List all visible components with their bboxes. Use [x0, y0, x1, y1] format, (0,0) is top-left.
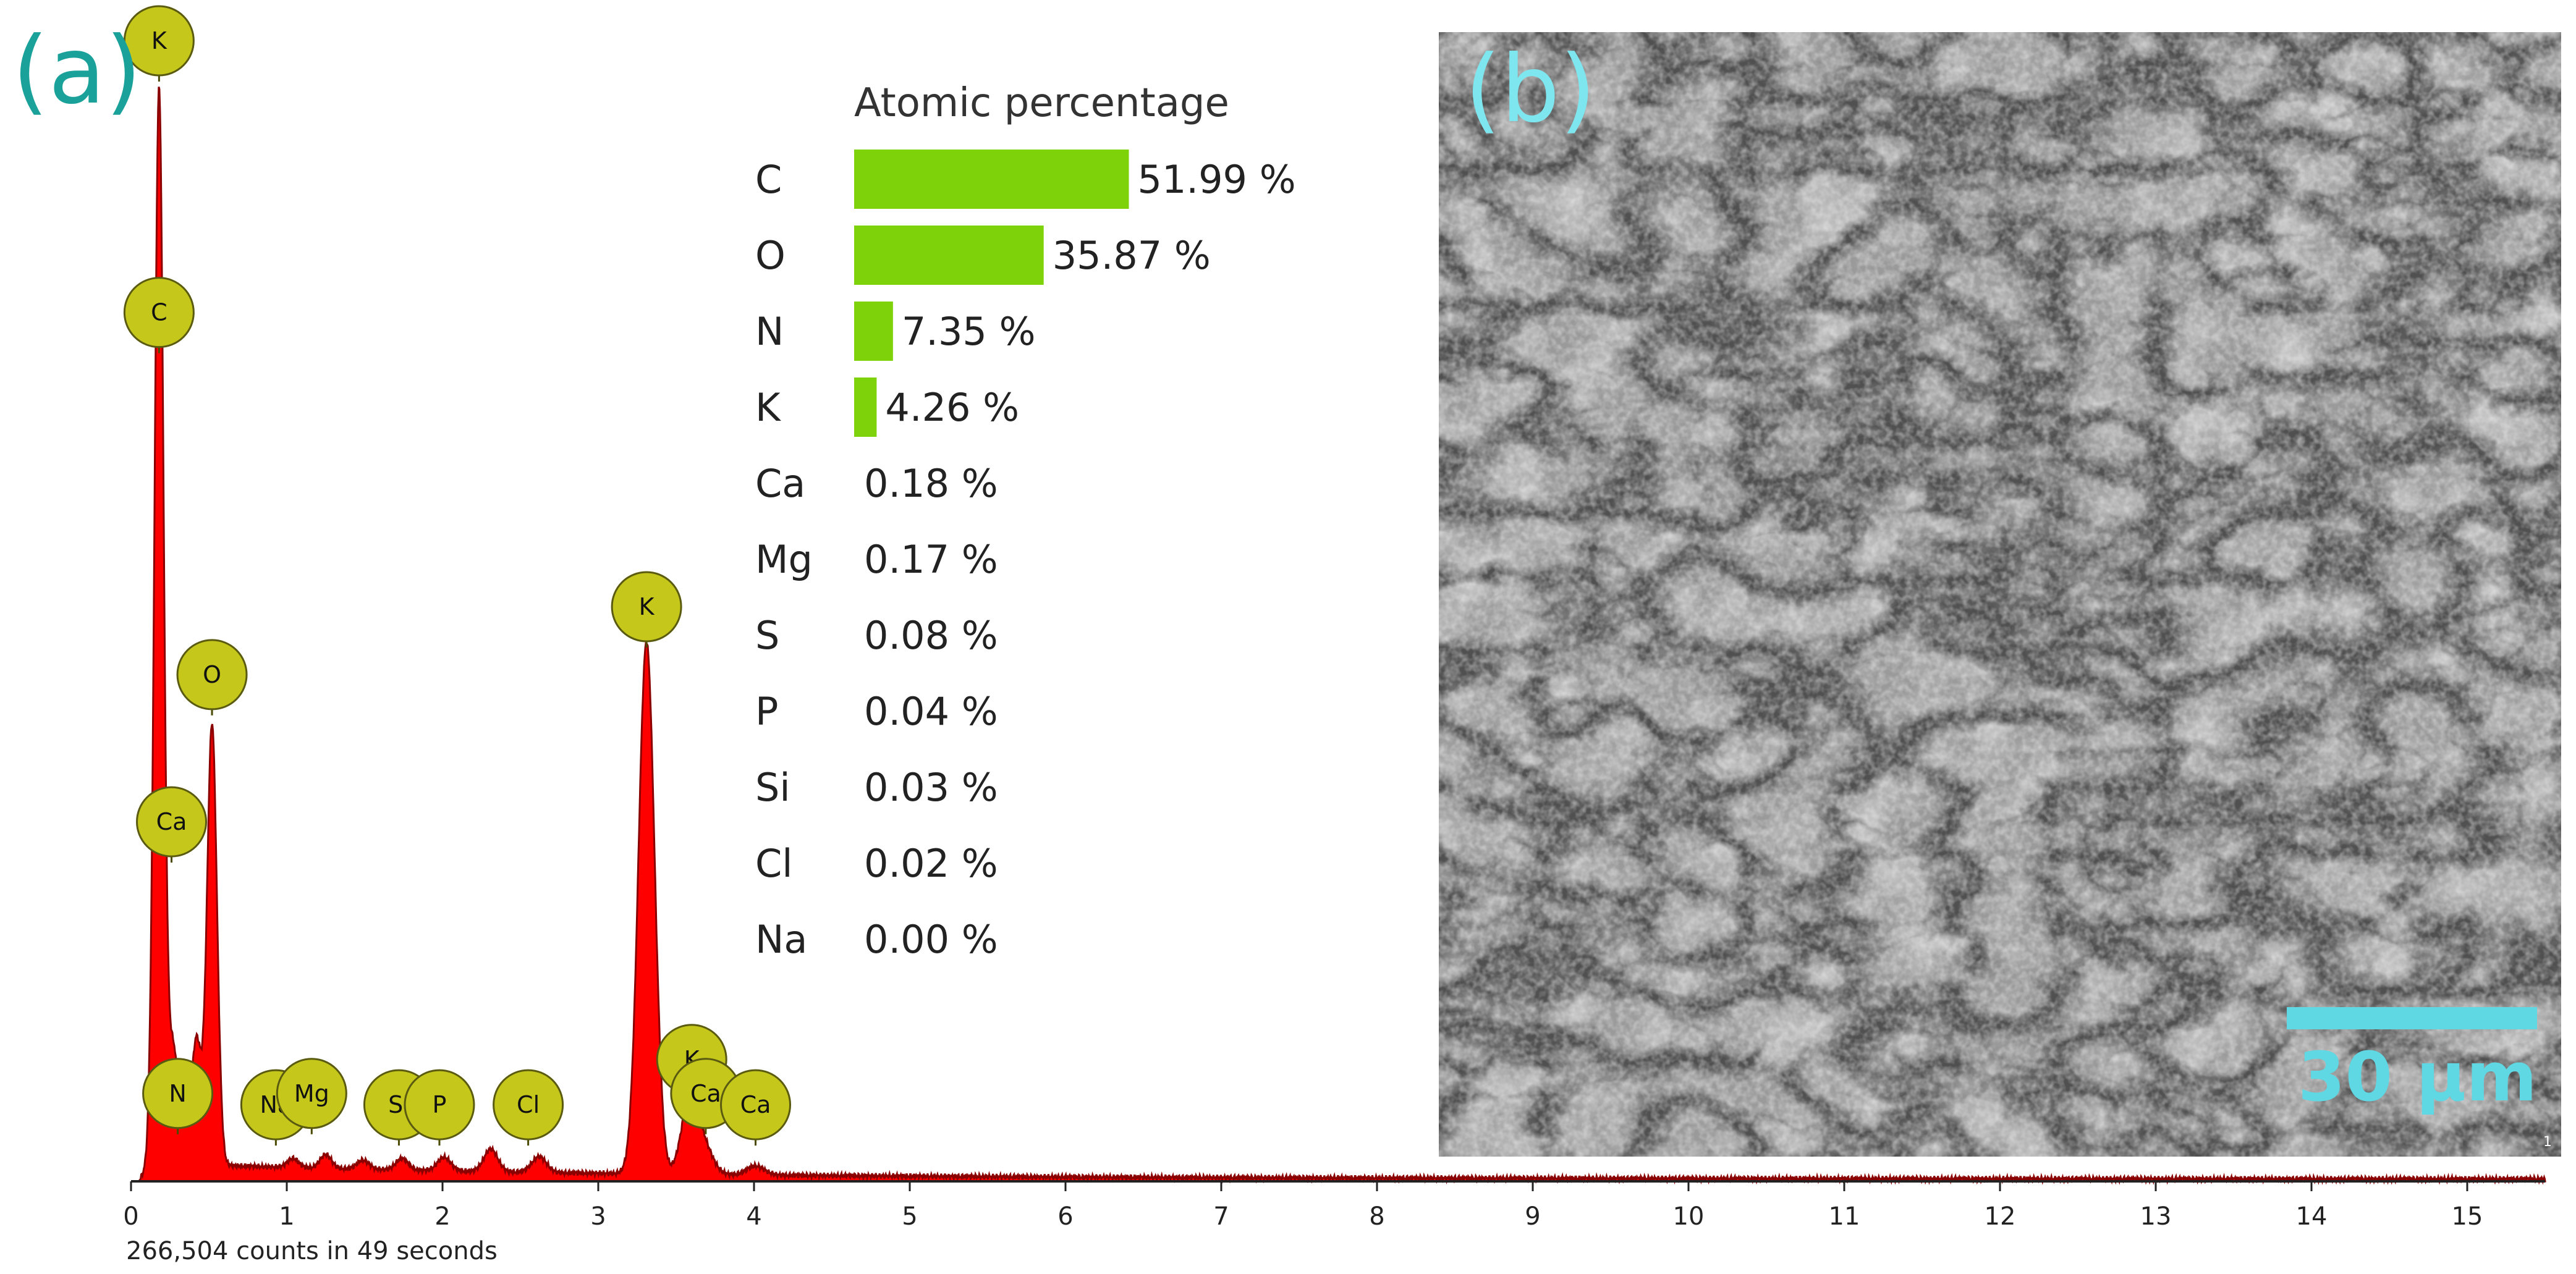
x-tick-label: 14 — [2296, 1202, 2328, 1231]
bar-category-label: N — [755, 309, 784, 354]
element-marker — [276, 1058, 347, 1129]
bar — [854, 302, 893, 361]
x-tick-label: 4 — [746, 1202, 761, 1231]
bar-category-label: P — [755, 689, 778, 734]
element-marker — [720, 1069, 792, 1141]
element-marker-label: K — [151, 27, 167, 54]
bar — [854, 226, 1044, 285]
x-tick-label: 11 — [1829, 1202, 1860, 1231]
sem-micrograph — [1439, 32, 2561, 1157]
x-tick-label: 10 — [1673, 1202, 1705, 1231]
x-tick-label: 9 — [1525, 1202, 1540, 1231]
spectrum-series — [137, 86, 2546, 1185]
x-tick-label: 15 — [2452, 1202, 2483, 1231]
scale-bar-label: 30 µm — [2298, 1037, 2537, 1116]
bar-category-label: Cl — [755, 841, 793, 886]
element-marker-label: P — [432, 1091, 446, 1118]
x-tick-label: 8 — [1369, 1202, 1384, 1231]
element-marker-label: Ca — [156, 808, 187, 835]
element-marker — [611, 571, 682, 643]
x-tick-label: 2 — [434, 1202, 450, 1231]
x-tick-label: 0 — [123, 1202, 138, 1231]
bar — [854, 150, 1129, 209]
bar-category-label: Ca — [755, 461, 805, 506]
element-marker — [142, 1058, 214, 1129]
bar-value-label: 0.02 % — [864, 841, 998, 886]
x-tick-label: 13 — [2140, 1202, 2172, 1231]
element-marker-label: Ca — [690, 1080, 721, 1107]
scale-bar — [2287, 1007, 2537, 1029]
x-tick-label: 7 — [1213, 1202, 1229, 1231]
bar-category-label: O — [755, 233, 786, 278]
x-tick-label: 1 — [279, 1202, 294, 1231]
x-tick-label: 12 — [1985, 1202, 2016, 1231]
bar-value-label: 0.03 % — [864, 765, 998, 810]
counts-footer: 266,504 counts in 49 seconds — [126, 1237, 498, 1265]
element-marker — [123, 5, 195, 77]
element-marker-label: O — [203, 661, 221, 688]
bar-value-label: 51.99 % — [1138, 157, 1296, 202]
element-marker — [404, 1069, 475, 1141]
bar-value-label: 7.35 % — [902, 309, 1036, 354]
bar-category-label: Si — [755, 765, 790, 810]
element-marker — [493, 1069, 564, 1141]
element-marker-label: Mg — [294, 1080, 329, 1107]
bar-value-label: 0.00 % — [864, 917, 998, 962]
element-marker — [176, 639, 248, 711]
bar — [854, 378, 877, 437]
element-marker-label: K — [639, 593, 655, 620]
bar-category-label: Mg — [755, 537, 813, 582]
element-marker-label: Cl — [517, 1091, 540, 1118]
bar-value-label: 0.17 % — [864, 537, 998, 582]
sem-corner-mark: 1 — [2543, 1134, 2552, 1150]
x-tick-label: 6 — [1057, 1202, 1073, 1231]
panel-label-b: (b) — [1465, 36, 1596, 143]
bar-value-label: 0.18 % — [864, 461, 998, 506]
bar-category-label: C — [755, 157, 782, 202]
bar-category-label: K — [755, 385, 781, 430]
element-marker-label: C — [151, 299, 167, 326]
bar-value-label: 4.26 % — [885, 385, 1019, 430]
element-marker — [123, 277, 195, 348]
bar-category-label: S — [755, 613, 779, 658]
element-marker-label: Ca — [740, 1091, 771, 1118]
bar-value-label: 0.08 % — [864, 613, 998, 658]
bar-chart-title: Atomic percentage — [854, 80, 1229, 126]
bar-category-label: Na — [755, 917, 807, 962]
panel-label-a: (a) — [12, 17, 142, 125]
element-marker — [136, 786, 208, 858]
bar-value-label: 0.04 % — [864, 689, 998, 734]
bar-value-label: 35.87 % — [1053, 233, 1211, 278]
x-tick-label: 3 — [590, 1202, 606, 1231]
element-marker-label: N — [169, 1080, 186, 1107]
x-tick-label: 5 — [902, 1202, 917, 1231]
